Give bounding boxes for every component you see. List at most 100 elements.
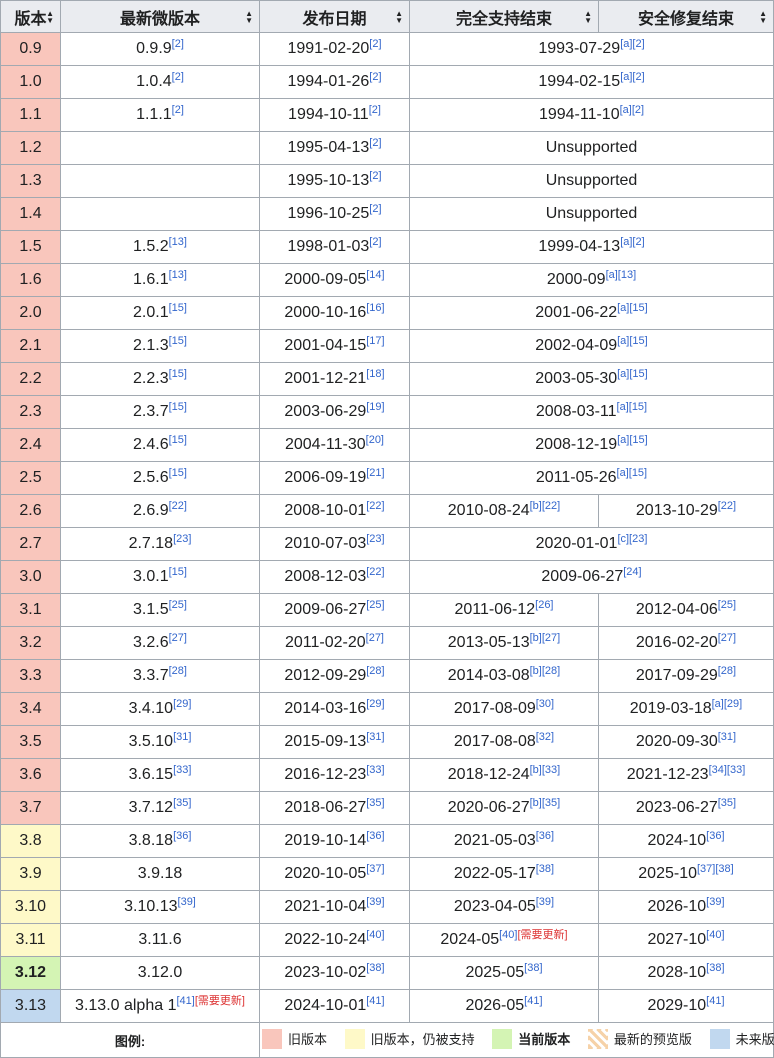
reference-link[interactable]: [a][2]	[620, 38, 645, 50]
reference-link[interactable]: [36]	[706, 830, 725, 842]
column-header-version[interactable]: 版本 ▲ ▼	[0, 0, 61, 33]
reference-link[interactable]: [14]	[366, 269, 385, 281]
sort-icon[interactable]: ▲ ▼	[245, 8, 253, 25]
reference-link[interactable]: [a][15]	[617, 302, 648, 314]
reference-link[interactable]: [a][2]	[619, 104, 645, 116]
column-header-security-end[interactable]: 安全修复结束 ▲ ▼	[598, 0, 774, 33]
reference-link[interactable]: [27]	[365, 632, 384, 644]
reference-link[interactable]: [2]	[171, 71, 184, 83]
reference-link[interactable]: [28]	[366, 665, 385, 677]
reference-link[interactable]: [15]	[168, 566, 187, 578]
reference-link[interactable]: [18]	[366, 368, 385, 380]
reference-link[interactable]: [31]	[173, 731, 192, 743]
reference-link[interactable]: [a][15]	[617, 434, 648, 446]
column-header-latest-micro[interactable]: 最新微版本 ▲ ▼	[60, 0, 260, 33]
reference-link[interactable]: [33]	[173, 764, 192, 776]
reference-link[interactable]: [15]	[168, 434, 187, 446]
update-needed-tag[interactable]: [需要更新]	[194, 995, 245, 1007]
reference-link[interactable]: [41]	[176, 995, 195, 1007]
reference-link[interactable]: [41]	[706, 995, 725, 1007]
reference-link[interactable]: [40]	[706, 929, 725, 941]
reference-link[interactable]: [27]	[168, 632, 187, 644]
column-header-release-date[interactable]: 发布日期 ▲ ▼	[259, 0, 410, 33]
reference-link[interactable]: [28]	[717, 665, 737, 677]
sort-icon[interactable]: ▲ ▼	[395, 8, 403, 25]
reference-link[interactable]: [22]	[366, 500, 385, 512]
reference-link[interactable]: [39]	[177, 896, 196, 908]
reference-link[interactable]: [28]	[168, 665, 187, 677]
reference-link[interactable]: [38]	[535, 863, 555, 875]
reference-link[interactable]: [31]	[366, 731, 385, 743]
reference-link[interactable]: [a][15]	[617, 335, 648, 347]
reference-link[interactable]: [22]	[717, 500, 737, 512]
reference-link[interactable]: [15]	[168, 335, 187, 347]
reference-link[interactable]: [b][27]	[529, 632, 561, 644]
reference-link[interactable]: [b][33]	[529, 764, 561, 776]
reference-link[interactable]: [2]	[369, 170, 382, 182]
reference-link[interactable]: [36]	[366, 830, 385, 842]
reference-link[interactable]: [35]	[717, 797, 737, 809]
reference-link[interactable]: [40]	[499, 929, 518, 941]
reference-link[interactable]: [31]	[717, 731, 737, 743]
reference-link[interactable]: [a][29]	[711, 698, 743, 710]
reference-link[interactable]: [25]	[168, 599, 187, 611]
reference-link[interactable]: [36]	[535, 830, 555, 842]
reference-link[interactable]: [a][15]	[616, 467, 648, 479]
reference-link[interactable]: [a][2]	[620, 236, 645, 248]
reference-link[interactable]: [15]	[168, 302, 187, 314]
sort-icon[interactable]: ▲ ▼	[759, 8, 767, 25]
reference-link[interactable]: [39]	[706, 896, 725, 908]
reference-link[interactable]: [39]	[535, 896, 555, 908]
reference-link[interactable]: [37][38]	[697, 863, 734, 875]
reference-link[interactable]: [13]	[168, 236, 187, 248]
reference-link[interactable]: [30]	[535, 698, 555, 710]
reference-link[interactable]: [39]	[366, 896, 385, 908]
reference-link[interactable]: [40]	[366, 929, 385, 941]
column-header-full-support-end[interactable]: 完全支持结束 ▲ ▼	[409, 0, 599, 33]
reference-link[interactable]: [25]	[717, 599, 737, 611]
reference-link[interactable]: [2]	[369, 236, 382, 248]
reference-link[interactable]: [a][2]	[620, 71, 645, 83]
reference-link[interactable]: [22]	[366, 566, 385, 578]
reference-link[interactable]: [2]	[368, 104, 381, 116]
reference-link[interactable]: [b][28]	[529, 665, 561, 677]
reference-link[interactable]: [41]	[366, 995, 385, 1007]
reference-link[interactable]: [22]	[168, 500, 187, 512]
reference-link[interactable]: [15]	[168, 467, 187, 479]
reference-link[interactable]: [23]	[366, 533, 385, 545]
sort-icon[interactable]: ▲ ▼	[584, 8, 592, 25]
reference-link[interactable]: [15]	[168, 401, 187, 413]
reference-link[interactable]: [a][13]	[605, 269, 637, 281]
reference-link[interactable]: [23]	[173, 533, 192, 545]
reference-link[interactable]: [2]	[369, 71, 382, 83]
reference-link[interactable]: [38]	[706, 962, 725, 974]
reference-link[interactable]: [16]	[366, 302, 385, 314]
update-needed-tag[interactable]: [需要更新]	[517, 929, 568, 941]
reference-link[interactable]: [17]	[366, 335, 385, 347]
reference-link[interactable]: [2]	[171, 104, 184, 116]
reference-link[interactable]: [35]	[366, 797, 385, 809]
reference-link[interactable]: [b][22]	[529, 500, 561, 512]
reference-link[interactable]: [a][15]	[617, 368, 648, 380]
reference-link[interactable]: [38]	[524, 962, 543, 974]
reference-link[interactable]: [15]	[168, 368, 187, 380]
reference-link[interactable]: [27]	[717, 632, 737, 644]
reference-link[interactable]: [13]	[168, 269, 187, 281]
reference-link[interactable]: [a][15]	[616, 401, 648, 413]
reference-link[interactable]: [41]	[524, 995, 543, 1007]
reference-link[interactable]: [19]	[366, 401, 385, 413]
reference-link[interactable]: [37]	[366, 863, 385, 875]
sort-icon[interactable]: ▲ ▼	[46, 8, 54, 25]
reference-link[interactable]: [25]	[366, 599, 385, 611]
reference-link[interactable]: [2]	[369, 38, 382, 50]
reference-link[interactable]: [c][23]	[617, 533, 648, 545]
reference-link[interactable]: [21]	[366, 467, 385, 479]
reference-link[interactable]: [26]	[535, 599, 554, 611]
reference-link[interactable]: [38]	[366, 962, 385, 974]
reference-link[interactable]: [2]	[171, 38, 184, 50]
reference-link[interactable]: [29]	[173, 698, 192, 710]
reference-link[interactable]: [35]	[173, 797, 192, 809]
reference-link[interactable]: [2]	[369, 137, 382, 149]
reference-link[interactable]: [34][33]	[708, 764, 746, 776]
reference-link[interactable]: [32]	[535, 731, 555, 743]
